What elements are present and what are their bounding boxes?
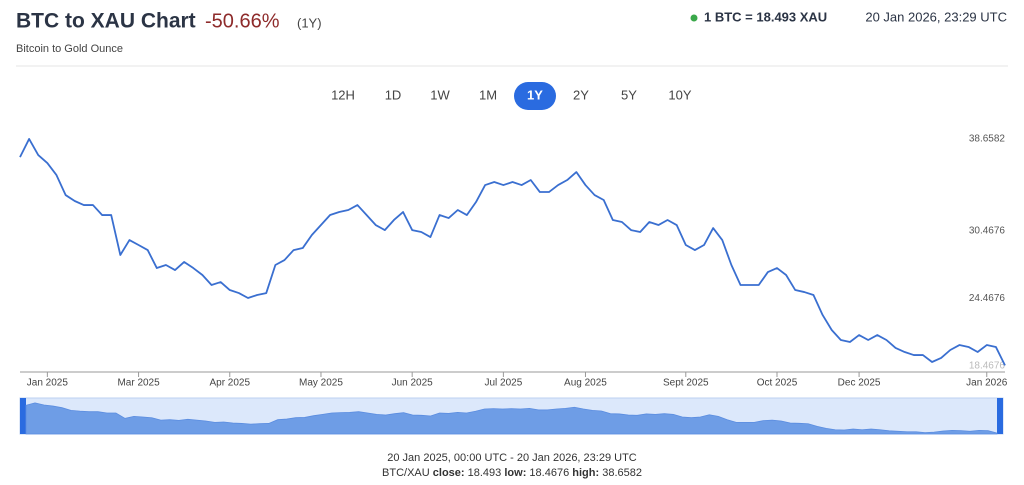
close-value: 18.493 [468, 467, 502, 479]
range-button[interactable]: 2Y [573, 87, 589, 102]
range-button[interactable]: 1W [430, 87, 450, 102]
rate: 1 BTC = 18.493 XAU [704, 9, 827, 24]
range-button[interactable]: 12H [331, 87, 355, 102]
y-tick-label: 30.4676 [969, 226, 1006, 237]
navigator-area [25, 402, 998, 435]
navigator-handle[interactable] [20, 398, 26, 434]
x-tick-label: Jan 2025 [27, 378, 69, 389]
pair: BTC/XAU [382, 467, 430, 479]
range-button[interactable]: 1Y [527, 87, 543, 102]
page-title: BTC to XAU Chart [16, 10, 196, 33]
live-dot [690, 14, 698, 22]
y-tick-label: 38.6582 [969, 134, 1006, 145]
x-tick-label: Jan 2026 [966, 378, 1008, 389]
footer-range: 20 Jan 2025, 00:00 UTC - 20 Jan 2026, 23… [387, 452, 637, 464]
range-buttons: 12H 1D 1W 1M 1Y 2Y 5Y 10Y [331, 82, 692, 110]
x-tick-label: Mar 2025 [117, 378, 160, 389]
x-tick-label: Aug 2025 [564, 378, 607, 389]
y-tick-label: 24.4676 [969, 293, 1006, 304]
low-value: 18.4676 [529, 467, 569, 479]
footer-stats: BTC/XAU close: 18.493 low: 18.4676 high:… [382, 467, 642, 479]
high-label: high: [572, 467, 599, 479]
change-percent: -50.66% [205, 10, 280, 32]
x-tick-label: Dec 2025 [838, 378, 881, 389]
high-value: 38.6582 [602, 467, 642, 479]
timestamp: 20 Jan 2026, 23:29 UTC [865, 9, 1007, 24]
low-label: low: [504, 467, 526, 479]
x-tick-label: Oct 2025 [757, 378, 798, 389]
x-tick-label: Jun 2025 [392, 378, 434, 389]
range-button-active[interactable] [514, 82, 556, 110]
navigator-handle[interactable] [997, 398, 1003, 434]
range-button[interactable]: 1M [479, 87, 497, 102]
close-label: close: [433, 467, 465, 479]
x-tick-label: May 2025 [299, 378, 343, 389]
y-tick-label: 18.4676 [969, 360, 1006, 371]
subtitle: Bitcoin to Gold Ounce [16, 43, 123, 55]
x-tick-label: Apr 2025 [209, 378, 250, 389]
price-line [19, 138, 1006, 366]
range-button[interactable]: 1D [385, 87, 402, 102]
period-label: (1Y) [297, 15, 322, 30]
range-button[interactable]: 10Y [668, 87, 691, 102]
x-tick-label: Jul 2025 [484, 378, 522, 389]
x-tick-label: Sept 2025 [663, 378, 709, 389]
range-button[interactable]: 5Y [621, 87, 637, 102]
